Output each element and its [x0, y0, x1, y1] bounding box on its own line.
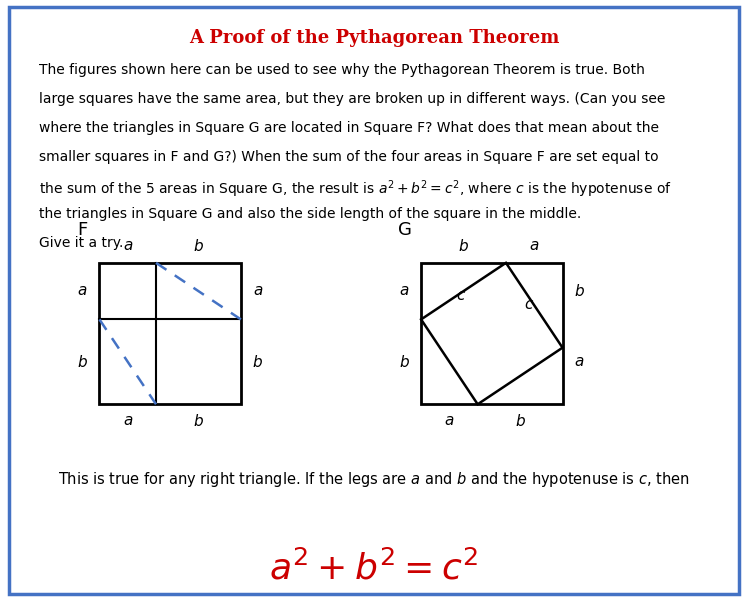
Text: $b$: $b$: [193, 413, 204, 429]
Text: $a$: $a$: [399, 284, 409, 298]
Text: $a$: $a$: [77, 284, 88, 298]
Text: $b$: $b$: [515, 413, 526, 429]
Text: $a$: $a$: [574, 355, 585, 369]
Text: $b$: $b$: [252, 354, 263, 370]
Text: $a$: $a$: [123, 239, 133, 253]
Text: $b$: $b$: [77, 354, 88, 370]
Text: the triangles in Square G and also the side length of the square in the middle.: the triangles in Square G and also the s…: [39, 207, 581, 221]
Text: large squares have the same area, but they are broken up in different ways. (Can: large squares have the same area, but th…: [39, 92, 665, 106]
Text: $a$: $a$: [444, 414, 455, 429]
Text: where the triangles in Square G are located in Square F? What does that mean abo: where the triangles in Square G are loca…: [39, 121, 659, 135]
Text: $a$: $a$: [529, 239, 539, 253]
Text: F: F: [77, 221, 87, 239]
Text: $b$: $b$: [574, 283, 585, 299]
Text: $c$: $c$: [524, 298, 535, 313]
Text: smaller squares in F and G?) When the sum of the four areas in Square F are set : smaller squares in F and G?) When the su…: [39, 150, 658, 163]
Text: G: G: [399, 221, 412, 239]
Text: the sum of the 5 areas in Square G, the result is $a^2 + b^2 = c^2$, where $c$ i: the sum of the 5 areas in Square G, the …: [39, 178, 672, 200]
Text: $a$: $a$: [253, 284, 263, 298]
Text: $b$: $b$: [193, 238, 204, 254]
Text: $b$: $b$: [458, 238, 469, 254]
Text: The figures shown here can be used to see why the Pythagorean Theorem is true. B: The figures shown here can be used to se…: [39, 63, 645, 77]
Text: $a^2 + b^2 = c^2$: $a^2 + b^2 = c^2$: [269, 550, 479, 586]
Text: $a$: $a$: [123, 414, 133, 429]
Text: Give it a try.: Give it a try.: [39, 236, 123, 250]
Text: A Proof of the Pythagorean Theorem: A Proof of the Pythagorean Theorem: [188, 29, 560, 47]
Text: $b$: $b$: [399, 354, 410, 370]
Text: $c$: $c$: [456, 289, 466, 303]
Text: This is true for any right triangle. If the legs are $a$ and $b$ and the hypoten: This is true for any right triangle. If …: [58, 470, 690, 489]
